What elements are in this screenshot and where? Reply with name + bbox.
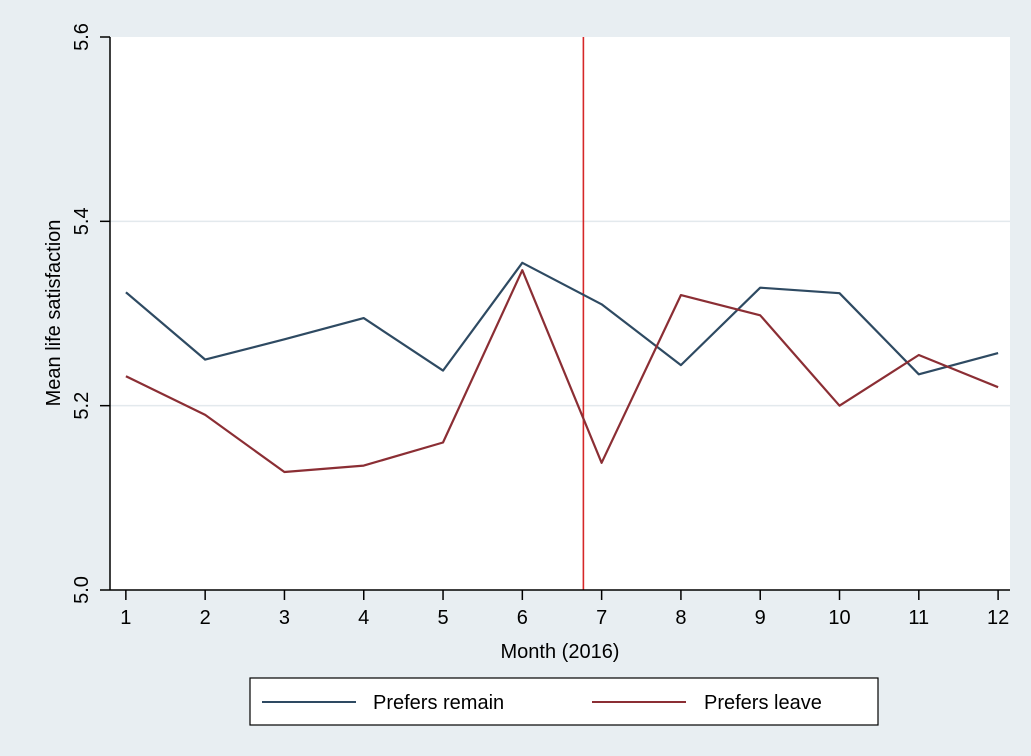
series-line-prefers-leave xyxy=(125,269,999,474)
x-tick-label: 12 xyxy=(987,607,1009,629)
x-tick-label: 5 xyxy=(437,607,448,629)
x-tick-label: 7 xyxy=(596,607,607,629)
x-tick-label: 11 xyxy=(908,607,929,629)
legend: Prefers remain Prefers leave xyxy=(249,677,879,726)
x-tick-label: 8 xyxy=(675,607,686,629)
x-axis-title: Month (2016) xyxy=(501,641,620,663)
y-tick-label: 5.2 xyxy=(71,392,93,420)
x-tick-label: 10 xyxy=(828,607,850,629)
series-line-prefers-remain xyxy=(125,261,999,376)
x-tick-label: 2 xyxy=(200,607,211,629)
legend-label-prefers-leave: Prefers leave xyxy=(704,692,822,714)
plot-area xyxy=(110,37,1010,590)
axes xyxy=(109,37,1010,591)
x-tick-label: 4 xyxy=(358,607,369,629)
x-tick-label: 6 xyxy=(517,607,528,629)
y-axis-title: Mean life satisfaction xyxy=(43,220,65,407)
y-tick-label: 5.4 xyxy=(71,207,93,235)
y-tick-label: 5.0 xyxy=(71,576,93,604)
y-ticks: 5.0 5.2 5.4 5.6 xyxy=(71,23,110,604)
series-lines xyxy=(125,261,999,474)
gridlines xyxy=(110,220,1010,407)
x-tick-label: 1 xyxy=(120,607,131,629)
x-tick-label: 9 xyxy=(755,607,766,629)
x-tick-label: 3 xyxy=(279,607,290,629)
y-tick-label: 5.6 xyxy=(71,23,93,51)
legend-label-prefers-remain: Prefers remain xyxy=(373,692,504,714)
x-ticks: 1 2 3 4 5 6 7 8 9 10 11 12 xyxy=(120,590,1009,629)
